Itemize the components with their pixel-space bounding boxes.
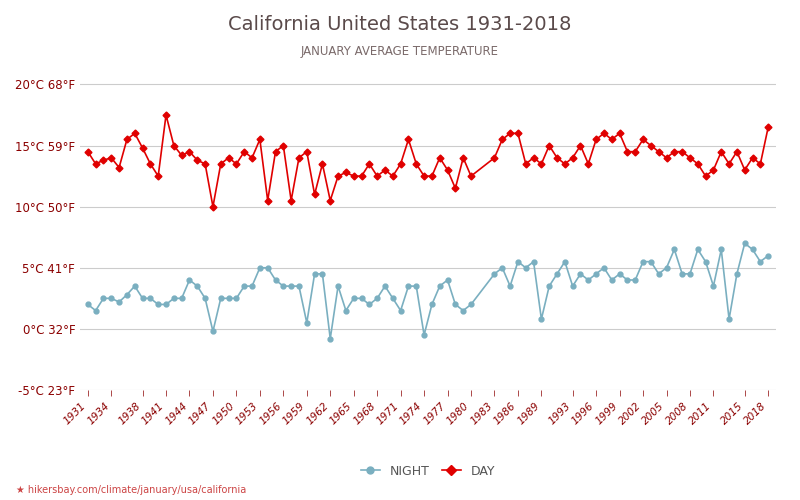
Line: NIGHT: NIGHT [86,241,770,341]
DAY [83,148,93,154]
DAY [622,148,632,154]
DAY [678,148,687,154]
Text: California United States 1931-2018: California United States 1931-2018 [228,15,572,34]
DAY [763,124,773,130]
NIGHT [411,283,421,289]
Text: ★ hikersbay.com/climate/january/usa/california: ★ hikersbay.com/climate/january/usa/cali… [16,485,246,495]
Text: JANUARY AVERAGE TEMPERATURE: JANUARY AVERAGE TEMPERATURE [301,45,499,58]
NIGHT [154,302,163,308]
DAY [208,204,218,210]
Y-axis label: TEMPERATURE: TEMPERATURE [0,182,4,268]
Legend: NIGHT, DAY: NIGHT, DAY [356,460,500,483]
NIGHT [83,302,93,308]
DAY [114,164,124,170]
Line: DAY: DAY [86,112,770,209]
NIGHT [614,271,624,277]
NIGHT [326,336,335,342]
NIGHT [740,240,750,246]
DAY [162,112,171,118]
NIGHT [670,246,679,252]
NIGHT [114,299,124,305]
NIGHT [98,296,108,302]
DAY [419,173,429,179]
NIGHT [763,252,773,258]
DAY [98,157,108,163]
DAY [154,173,163,179]
